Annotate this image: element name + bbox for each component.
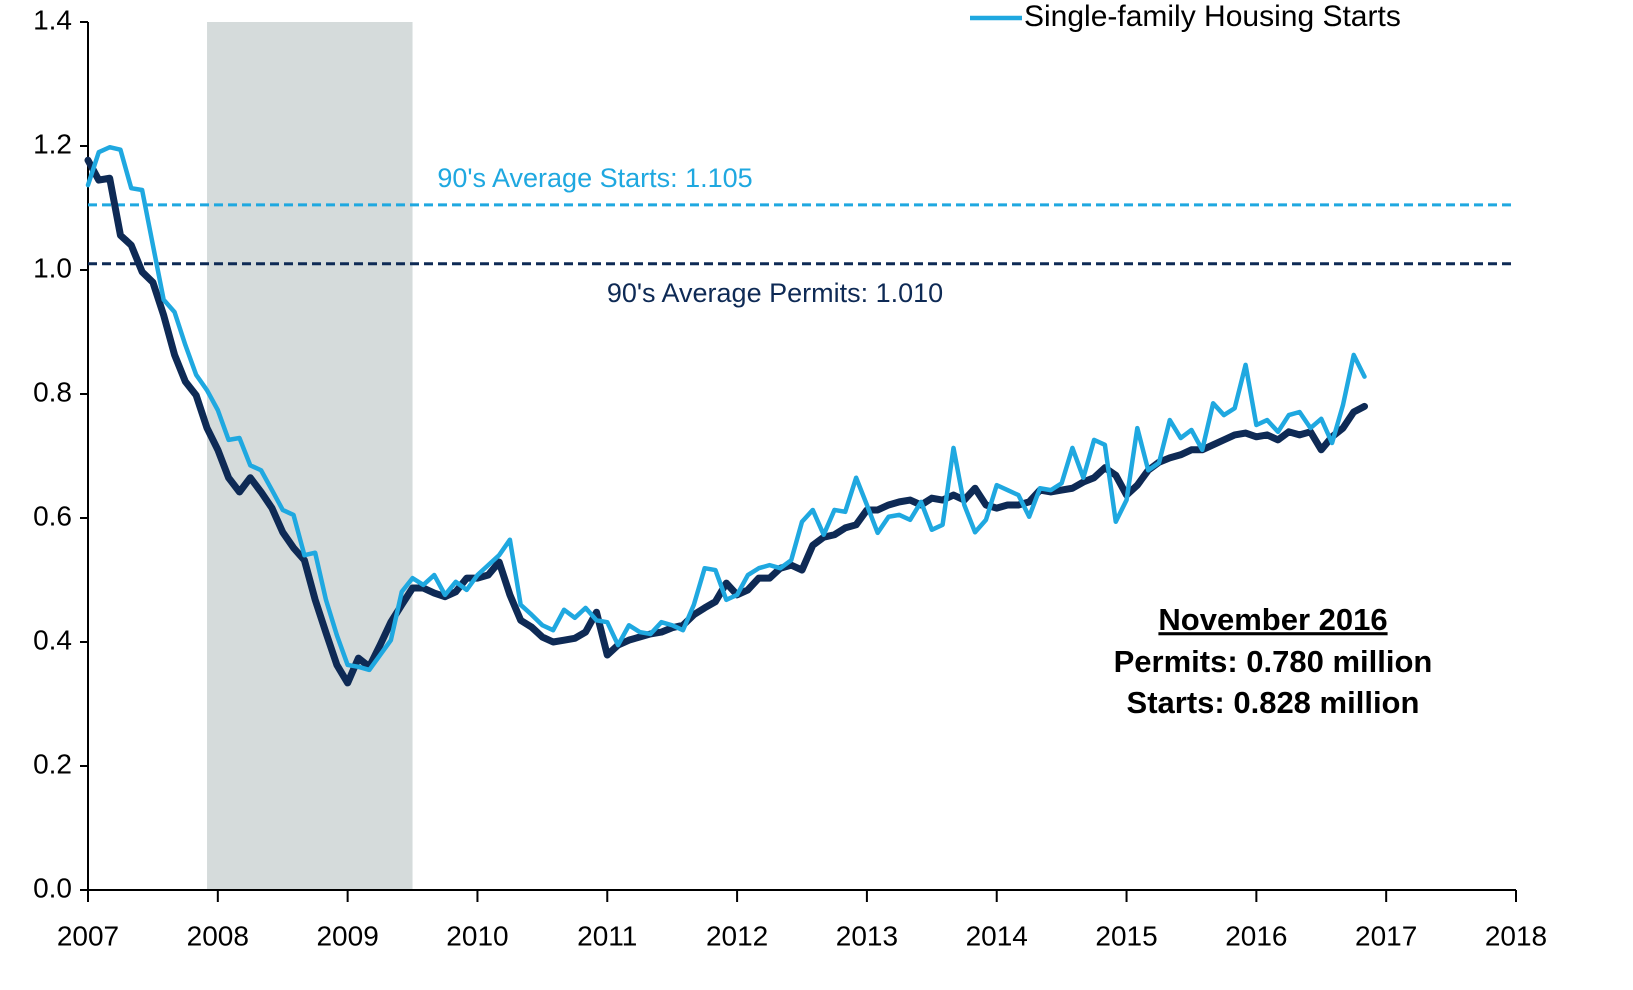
recession-shading — [207, 22, 413, 890]
reference-label: 90's Average Permits: 1.010 — [607, 278, 943, 308]
annotation-line: Starts: 0.828 million — [1127, 685, 1420, 720]
series-line — [85, 144, 1367, 673]
y-tick-label: 0.4 — [33, 624, 72, 655]
x-tick-label: 2009 — [316, 920, 378, 951]
x-tick-label: 2018 — [1485, 920, 1547, 951]
x-tick-label: 2017 — [1355, 920, 1417, 951]
x-tick-label: 2012 — [706, 920, 768, 951]
annotation-line: Permits: 0.780 million — [1114, 644, 1433, 679]
y-tick-label: 0.8 — [33, 376, 72, 407]
x-tick-label: 2014 — [966, 920, 1028, 951]
y-tick-label: 0.6 — [33, 500, 72, 531]
legend-label: Single-family Housing Starts — [1024, 0, 1401, 33]
y-tick-label: 1.2 — [33, 128, 72, 159]
x-tick-label: 2015 — [1095, 920, 1157, 951]
x-tick-label: 2011 — [577, 920, 637, 951]
x-tick-label: 2007 — [57, 920, 119, 951]
y-tick-label: 0.2 — [33, 748, 72, 779]
y-tick-label: 0.0 — [33, 872, 72, 903]
x-tick-label: 2013 — [836, 920, 898, 951]
annotation-title: November 2016 — [1158, 602, 1387, 637]
x-tick-label: 2016 — [1225, 920, 1287, 951]
y-tick-label: 1.4 — [33, 4, 72, 35]
background-layer — [207, 22, 413, 890]
y-tick-label: 1.0 — [33, 252, 72, 283]
reference-label: 90's Average Starts: 1.105 — [437, 163, 752, 193]
x-tick-label: 2010 — [446, 920, 508, 951]
x-tick-label: 2008 — [187, 920, 249, 951]
